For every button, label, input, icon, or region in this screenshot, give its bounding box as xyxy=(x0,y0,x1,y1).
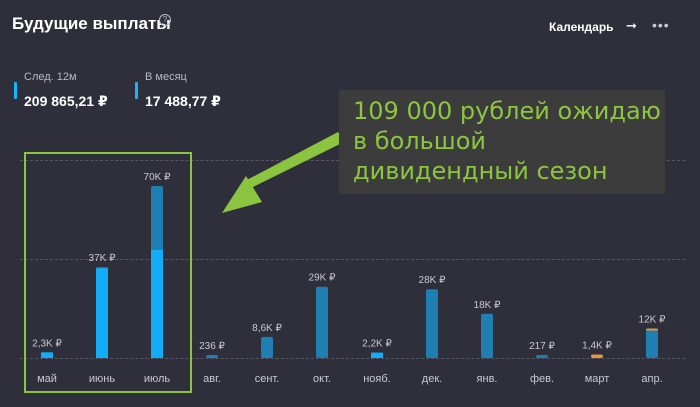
value-label: 29K ₽ xyxy=(309,273,337,284)
bar-янв.[interactable] xyxy=(481,313,493,358)
callout-line: в большой xyxy=(353,127,486,155)
callout-line: дивидендный сезон xyxy=(353,157,608,185)
bar-accent-март xyxy=(591,354,603,358)
value-label: 217 ₽ xyxy=(529,341,555,352)
value-label: 37K ₽ xyxy=(89,253,117,264)
month-label: авг. xyxy=(203,373,221,385)
month-label: май xyxy=(37,373,57,385)
value-label: 12K ₽ xyxy=(639,315,667,326)
gridline xyxy=(20,259,685,260)
value-label: 18K ₽ xyxy=(474,300,502,311)
month-label: июнь xyxy=(89,373,115,385)
month-label: март xyxy=(585,373,610,385)
highlight-frame xyxy=(24,152,192,393)
bar-авг.[interactable] xyxy=(206,355,218,358)
stat-label: След. 12м xyxy=(24,71,77,83)
value-label: 2,3K ₽ xyxy=(32,338,62,349)
callout-box: 109 000 рублей ожидаю в большой дивиденд… xyxy=(339,90,665,194)
month-label: янв. xyxy=(477,373,498,385)
value-label: 2,2K ₽ xyxy=(362,339,392,350)
callout-line: 109 000 рублей ожидаю xyxy=(353,97,661,125)
stat-marker xyxy=(14,82,17,99)
help-icon[interactable]: ? xyxy=(159,14,171,26)
bar-confirmed-июнь xyxy=(96,268,108,358)
value-label: 1,4K ₽ xyxy=(582,341,612,352)
month-label: окт. xyxy=(313,373,331,385)
value-label: 28K ₽ xyxy=(419,275,447,286)
value-label: 8,6K ₽ xyxy=(252,323,282,334)
more-menu-icon[interactable]: ••• xyxy=(652,17,670,33)
bar-confirmed-май xyxy=(41,352,53,358)
value-label: 70K ₽ xyxy=(144,172,172,183)
stat-value: 17 488,77 ₽ xyxy=(145,93,221,109)
month-label: нояб. xyxy=(363,373,391,385)
bar-confirmed-июль xyxy=(151,249,163,358)
month-label: дек. xyxy=(422,373,442,385)
bar-сент.[interactable] xyxy=(261,336,273,358)
bar-окт.[interactable] xyxy=(316,286,328,358)
value-label: 236 ₽ xyxy=(199,341,225,352)
stat-value: 209 865,21 ₽ xyxy=(24,93,108,109)
stat-label: В месяц xyxy=(145,71,187,83)
arrow-right-icon[interactable]: ➞ xyxy=(626,18,637,33)
stat-marker xyxy=(135,82,138,99)
month-label: сент. xyxy=(255,373,280,385)
bar-апр.[interactable] xyxy=(646,328,658,358)
calendar-link[interactable]: Календарь xyxy=(549,20,614,34)
page-title: Будущие выплаты xyxy=(12,14,171,33)
bar-confirmed-нояб. xyxy=(371,352,383,358)
month-label: июль xyxy=(144,373,171,385)
bar-фев.[interactable] xyxy=(536,355,548,358)
month-label: фев. xyxy=(530,373,554,385)
gridline xyxy=(20,358,685,359)
month-label: апр. xyxy=(641,373,662,385)
bar-accent-апр. xyxy=(646,328,658,331)
bar-дек.[interactable] xyxy=(426,289,438,358)
